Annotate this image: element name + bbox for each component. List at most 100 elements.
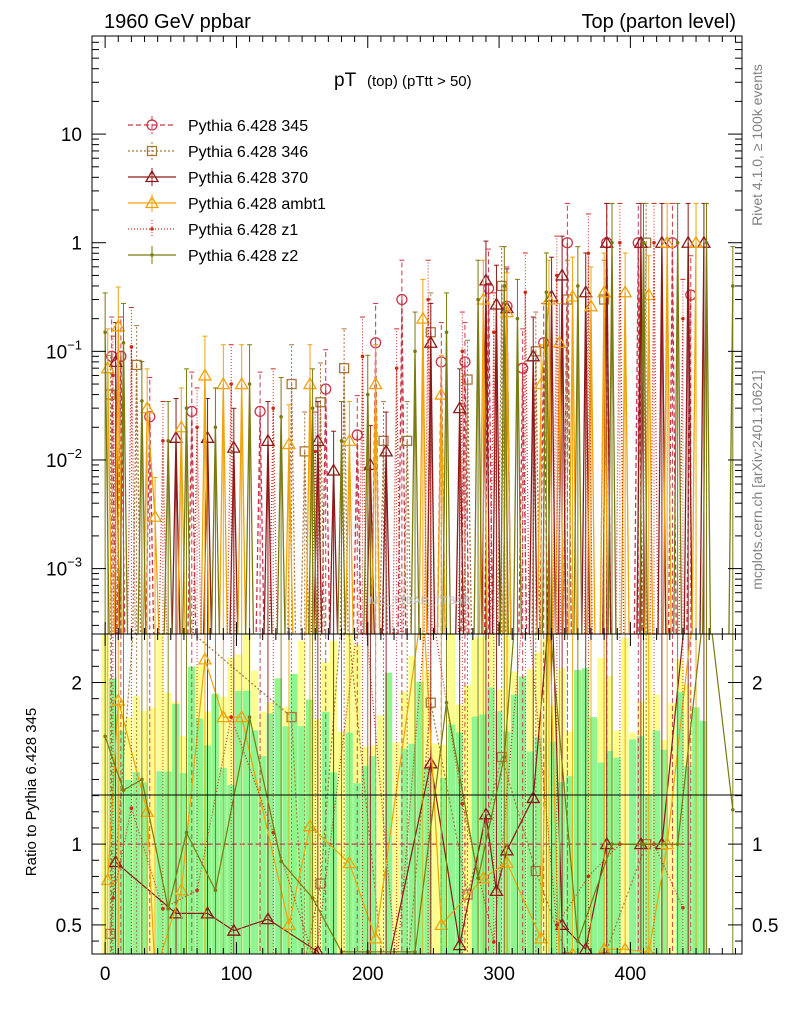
data-point [578, 284, 593, 298]
ratio-band-green [235, 691, 243, 954]
ratio-line [112, 634, 684, 954]
ratio-band-green [140, 782, 148, 954]
ratio-band-green [613, 757, 621, 954]
data-point [599, 235, 614, 248]
data-point [271, 406, 276, 410]
data-point [247, 382, 252, 386]
data-point [641, 287, 656, 301]
data-point [489, 297, 504, 310]
data-point [731, 284, 735, 288]
legend-label: Pythia 6.428 z2 [188, 248, 298, 265]
data-point [195, 425, 199, 430]
data-point [460, 801, 465, 806]
ratio-series-3 [100, 634, 697, 954]
data-point [146, 119, 158, 131]
data-point [168, 430, 184, 443]
data-point [279, 414, 283, 419]
x-tick-label: 400 [615, 964, 647, 985]
rivet-version-label: Rivet 4.1.0, ≥ 100k events [749, 64, 765, 226]
data-point [313, 449, 318, 454]
data-point [226, 923, 241, 936]
data-point [300, 958, 309, 967]
data-point [166, 439, 170, 443]
ratio-series-5 [103, 634, 735, 954]
data-point [434, 917, 449, 931]
data-point [254, 405, 266, 418]
data-point [555, 923, 559, 927]
ratio-band-yellow [376, 715, 385, 954]
data-point [131, 359, 142, 371]
data-point [462, 889, 473, 900]
data-point [111, 693, 126, 706]
data-point [360, 354, 365, 359]
data-point [140, 804, 155, 817]
data-point [565, 289, 580, 302]
series-2 [108, 202, 712, 634]
legend-label: Pythia 6.428 346 [188, 144, 308, 161]
ratio-y-axis-label: Ratio to Pythia 6.428 345 [23, 708, 40, 876]
ratio-series-layer [100, 584, 735, 967]
ratio-y-tick-label-right: 2 [752, 673, 763, 694]
ratio-band-green [652, 730, 661, 954]
data-point [161, 906, 165, 911]
data-point [413, 349, 417, 354]
data-point [129, 345, 134, 349]
legend-label: Pythia 6.428 z1 [188, 222, 298, 239]
legend-item: Pythia 6.428 ambt1 [128, 194, 326, 213]
data-point [492, 940, 496, 944]
ratio-band-green [156, 771, 164, 954]
data-point [489, 883, 504, 897]
series-line [107, 242, 697, 634]
ratio-line [107, 634, 692, 954]
data-point [168, 906, 184, 919]
data-point [260, 433, 276, 446]
data-point [281, 917, 297, 931]
ratio-band-green [518, 676, 527, 954]
data-point [342, 433, 357, 446]
y-tick-label: 1 [71, 234, 82, 255]
data-point [286, 711, 297, 723]
legend-item: Pythia 6.428 z1 [128, 220, 298, 239]
data-point [247, 715, 252, 719]
data-point [597, 284, 612, 298]
data-point [361, 584, 365, 588]
ratio-series-2 [108, 634, 705, 954]
ratio-band-green [227, 785, 235, 954]
data-point [313, 961, 317, 965]
data-point [681, 905, 685, 910]
data-point [365, 392, 370, 397]
data-point [502, 755, 507, 759]
plot-title-sub: (top) (pTtt > 50) [367, 73, 472, 90]
data-point [426, 297, 430, 302]
data-point [161, 439, 165, 443]
data-point [460, 349, 465, 354]
data-point [121, 788, 126, 793]
data-point [326, 463, 341, 476]
y-tick-label: 10−1 [46, 337, 82, 363]
data-point [643, 945, 654, 954]
data-point [111, 896, 115, 900]
data-point [368, 376, 383, 390]
data-point [459, 356, 471, 368]
data-point [544, 290, 549, 295]
ratio-band-green [195, 718, 204, 954]
ratio-band-green [109, 678, 117, 954]
plot-title-main: pT [334, 70, 357, 91]
data-point [229, 382, 233, 386]
data-point [106, 350, 118, 362]
data-point [576, 939, 580, 943]
x-tick-label: 300 [483, 964, 515, 985]
header-left: 1960 GeV ppbar [104, 11, 251, 33]
data-point [526, 349, 541, 362]
data-point [286, 378, 297, 390]
data-point [660, 836, 675, 850]
data-point [310, 406, 315, 410]
data-point [216, 376, 231, 390]
data-point [197, 368, 213, 381]
data-point [434, 387, 449, 400]
data-point [688, 235, 704, 248]
data-point [530, 865, 541, 877]
data-point [533, 931, 549, 944]
ratio-band-green [495, 711, 503, 954]
